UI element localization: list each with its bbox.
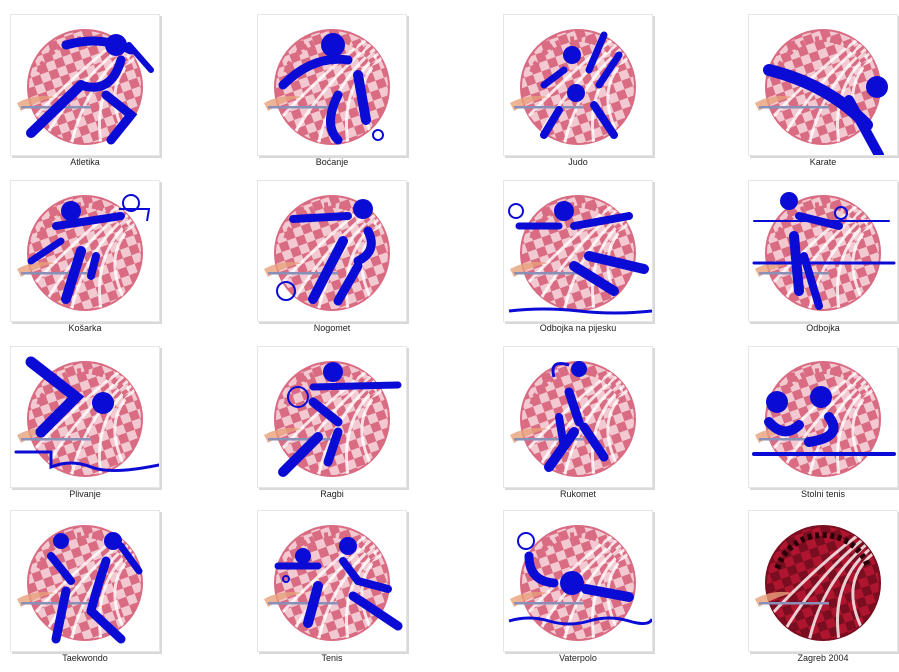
football-icon (257, 180, 407, 322)
thumbnail-zagreb-2004[interactable]: Zagreb 2004 (748, 510, 898, 672)
thumbnail-rugby[interactable]: Ragbi (257, 346, 407, 508)
thumbnail-table-tennis[interactable]: Stolni tenis (748, 346, 898, 508)
taekwondo-icon (10, 510, 160, 652)
thumbnail-football[interactable]: Nogomet (257, 180, 407, 342)
thumbnail-label: Nogomet (313, 323, 351, 333)
rugby-icon (257, 346, 407, 488)
tennis-icon (264, 525, 403, 641)
thumbnail-label: Boćanje (315, 157, 349, 167)
handball-icon (503, 346, 653, 488)
thumbnail-label: Odbojka na pijesku (539, 323, 617, 333)
thumbnail-swimming[interactable]: Plivanje (10, 346, 160, 508)
judo-icon (510, 29, 636, 145)
bocce-icon (257, 14, 407, 156)
thumbnail-label: Rukomet (559, 489, 596, 499)
judo-icon (503, 14, 653, 156)
thumbnail-volleyball[interactable]: Odbojka (748, 180, 898, 342)
thumbnail-judo[interactable]: Judo (503, 14, 653, 176)
basketball-icon (17, 194, 151, 311)
beach-volleyball-icon (508, 195, 652, 315)
swimming-icon (10, 346, 160, 488)
games-logo-icon (755, 525, 881, 641)
thumbnail-karate[interactable]: Karate (748, 14, 898, 176)
football-icon (264, 195, 390, 311)
taekwondo-icon (17, 525, 143, 644)
thumbnail-label: Stolni tenis (800, 489, 846, 499)
volleyball-icon (752, 192, 896, 311)
thumbnail-label: Zagreb 2004 (797, 653, 849, 663)
thumbnail-label: Atletika (70, 157, 100, 167)
volleyball-icon (748, 180, 898, 322)
basketball-icon (10, 180, 160, 322)
thumbnail-label: Tenis (321, 653, 343, 663)
thumbnail-basketball[interactable]: Košarka (10, 180, 160, 342)
water-polo-icon (508, 525, 652, 641)
thumbnail-label: Judo (568, 157, 588, 167)
thumbnail-label: Plivanje (69, 489, 101, 499)
table-tennis-icon (748, 346, 898, 488)
beach-volleyball-icon (503, 180, 653, 322)
thumbnail-label: Karate (809, 157, 837, 167)
karate-icon (755, 29, 888, 155)
swimming-icon (14, 356, 159, 477)
bocce-icon (264, 29, 390, 145)
thumbnail-label: Vaterpolo (559, 653, 597, 663)
athletics-icon (17, 29, 154, 145)
thumbnail-handball[interactable]: Rukomet (503, 346, 653, 508)
table-tennis-icon (752, 361, 896, 477)
thumbnail-label: Odbojka (806, 323, 840, 333)
thumbnail-label: Košarka (68, 323, 102, 333)
thumbnail-label: Ragbi (320, 489, 344, 499)
water-polo-icon (503, 510, 653, 652)
thumbnail-taekwondo[interactable]: Taekwondo (10, 510, 160, 672)
handball-icon (510, 361, 636, 477)
thumbnail-water-polo[interactable]: Vaterpolo (503, 510, 653, 672)
thumbnail-athletics[interactable]: Atletika (10, 14, 160, 176)
thumbnail-beach-volleyball[interactable]: Odbojka na pijesku (503, 180, 653, 342)
athletics-icon (10, 14, 160, 156)
thumbnail-tennis[interactable]: Tenis (257, 510, 407, 672)
thumbnail-label: Taekwondo (62, 653, 108, 663)
karate-icon (748, 14, 898, 156)
games-logo-icon (748, 510, 898, 652)
thumbnail-bocce[interactable]: Boćanje (257, 14, 407, 176)
tennis-icon (257, 510, 407, 652)
rugby-icon (264, 361, 402, 477)
